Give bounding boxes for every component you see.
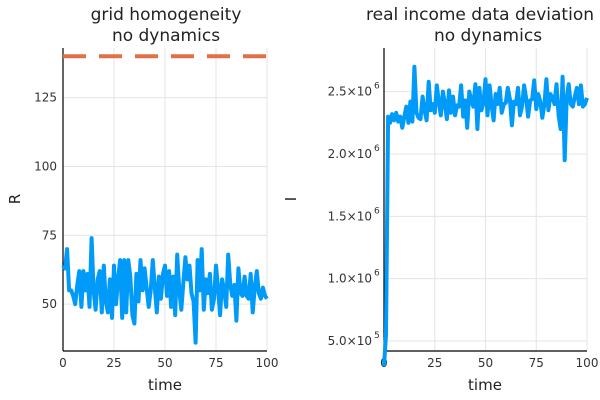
- y-tick-label: 125: [34, 91, 57, 105]
- y-tick-label: 2.0×10: [328, 147, 372, 161]
- subplot-grid-homogeneity: grid homogeneity no dynamics time R 0 25 5…: [6, 5, 278, 394]
- y-tick-label: 1.0×10: [328, 272, 372, 286]
- y-tick-exponent: 5: [374, 331, 380, 341]
- y-axis-label: R: [6, 194, 24, 204]
- series-line: [61, 236, 269, 345]
- x-axis-label: time: [148, 376, 182, 394]
- y-tick-label: 50: [42, 297, 57, 311]
- y-tick-exponent: 6: [374, 144, 380, 154]
- series-line: [382, 64, 589, 367]
- y-tick-label: 5.0×10: [328, 334, 372, 348]
- y-tick-label: 100: [34, 159, 57, 173]
- y-tick-label: 1.5×10: [328, 209, 372, 223]
- y-axis-label: I: [282, 197, 300, 201]
- y-tick-exponent: 6: [374, 82, 380, 92]
- x-tick-label: 100: [256, 356, 279, 370]
- chart-title-line-2: no dynamics: [434, 26, 542, 46]
- x-tick-label: 100: [576, 356, 599, 370]
- y-tick-label: 2.5×10: [328, 85, 372, 99]
- x-tick-label: 50: [157, 356, 172, 370]
- x-tick-label: 25: [106, 356, 121, 370]
- y-tick-exponent: 6: [374, 269, 380, 279]
- x-tick-label: 0: [59, 356, 67, 370]
- x-tick-label: 75: [208, 356, 223, 370]
- x-tick-label: 75: [529, 356, 544, 370]
- chart-title-line-2: no dynamics: [112, 26, 220, 46]
- x-tick-label: 25: [427, 356, 442, 370]
- x-axis-label: time: [468, 376, 502, 394]
- y-tick-exponent: 6: [374, 206, 380, 216]
- chart-title-line-1: real income data deviation: [366, 5, 594, 25]
- chart-title-line-1: grid homogeneity: [91, 5, 242, 25]
- x-tick-label: 50: [478, 356, 493, 370]
- y-tick-label: 75: [42, 228, 57, 242]
- subplot-real-income-deviation: real income data deviation no dynamics t…: [282, 5, 598, 394]
